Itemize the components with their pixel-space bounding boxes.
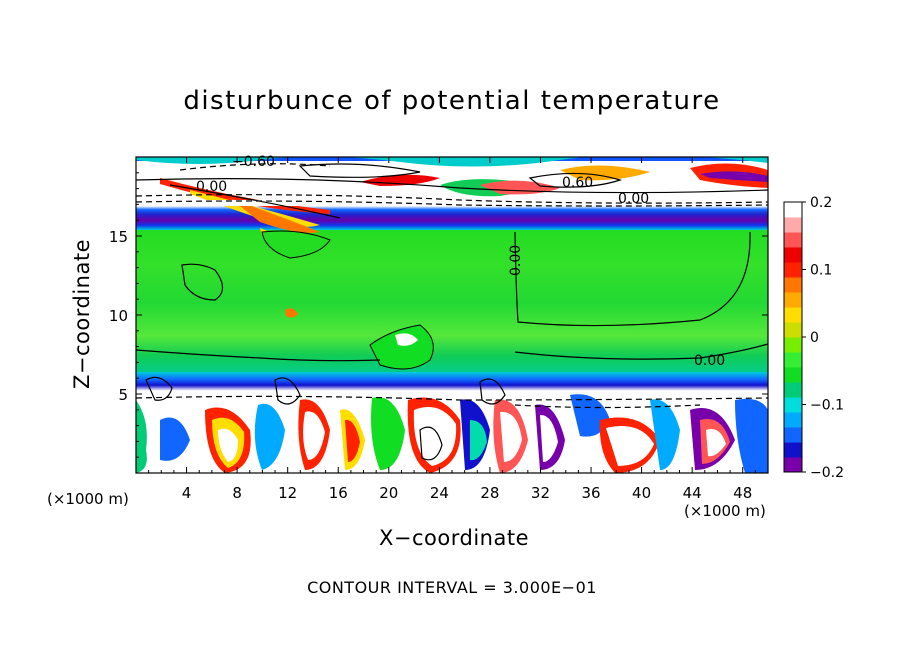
contour-label: 0.00 [694, 353, 725, 369]
colorbar-tick-label: −0.2 [810, 465, 844, 481]
x-tick-label: 12 [278, 484, 297, 502]
lower-layer [136, 394, 768, 473]
contour-interval: CONTOUR INTERVAL = 3.000E−01 [307, 578, 597, 597]
colorbar-swatch [784, 367, 802, 383]
colorbar-swatch [784, 457, 802, 473]
colorbar-swatch [784, 337, 802, 353]
colorbar-swatch [784, 412, 802, 428]
colorbar-swatch [784, 202, 802, 218]
x-tick-label: 36 [581, 484, 600, 502]
contour-label: 0.00 [508, 245, 524, 276]
x-tick-label: 8 [232, 484, 242, 502]
colorbar-tick-label: 0.2 [810, 195, 832, 211]
inversion-band [136, 372, 768, 394]
x-tick-label: 24 [430, 484, 449, 502]
colorbar-swatch [784, 322, 802, 338]
colorbar-swatch [784, 397, 802, 413]
x-tick-label: 16 [329, 484, 348, 502]
colorbar-swatch [784, 382, 802, 398]
y-axis-label: Z−coordinate [70, 239, 94, 389]
colorbar-tick-label: 0 [810, 330, 819, 346]
colorbar-swatch [784, 277, 802, 293]
colorbar-swatch [784, 307, 802, 323]
upper-layer [136, 157, 768, 250]
x-tick-label: 28 [480, 484, 499, 502]
colorbar-swatch [784, 262, 802, 278]
colorbar-tick-label: 0.1 [810, 263, 832, 279]
colorbar-swatch [784, 442, 802, 458]
contour-label: 0.60 [562, 175, 593, 191]
contour-labels: −0.60 0.00 0.60 0.00 0.00 0.00 [196, 154, 725, 369]
colorbar-swatch [784, 217, 802, 233]
y-tick-label: 5 [118, 386, 128, 404]
x-tick-label: 20 [379, 484, 398, 502]
x-tick-label: 48 [733, 484, 752, 502]
colorbar-tick-label: −0.1 [810, 398, 844, 414]
stable-band [136, 206, 768, 230]
contour-label: 0.00 [196, 179, 227, 195]
mid-troposphere-field [136, 228, 768, 378]
y-tick-label: 15 [109, 228, 128, 246]
colorbar-swatch [784, 247, 802, 263]
mid-features [261, 230, 434, 370]
contour-label: −0.60 [232, 154, 275, 170]
x-tick-label: 32 [531, 484, 550, 502]
chart-title: disturbunce of potential temperature [183, 86, 721, 116]
colorbar-swatch [784, 427, 802, 443]
x-tick-label: 44 [683, 484, 702, 502]
x-unit-right: (×1000 m) [684, 502, 766, 520]
y-tick-label: 10 [109, 307, 128, 325]
colorbar-swatch [784, 232, 802, 248]
colorbar-swatch [784, 292, 802, 308]
contour-lines [136, 163, 768, 461]
x-axis-label: X−coordinate [379, 526, 529, 550]
colorbar-swatch [784, 352, 802, 368]
contour-label: 0.00 [618, 191, 649, 207]
x-unit-left: (×1000 m) [47, 490, 129, 508]
colorbar: 0.2 0.1 0 −0.1 −0.2 [783, 195, 844, 481]
plot-area [136, 157, 768, 473]
x-tick-label: 40 [632, 484, 651, 502]
x-tick-label: 4 [182, 484, 192, 502]
